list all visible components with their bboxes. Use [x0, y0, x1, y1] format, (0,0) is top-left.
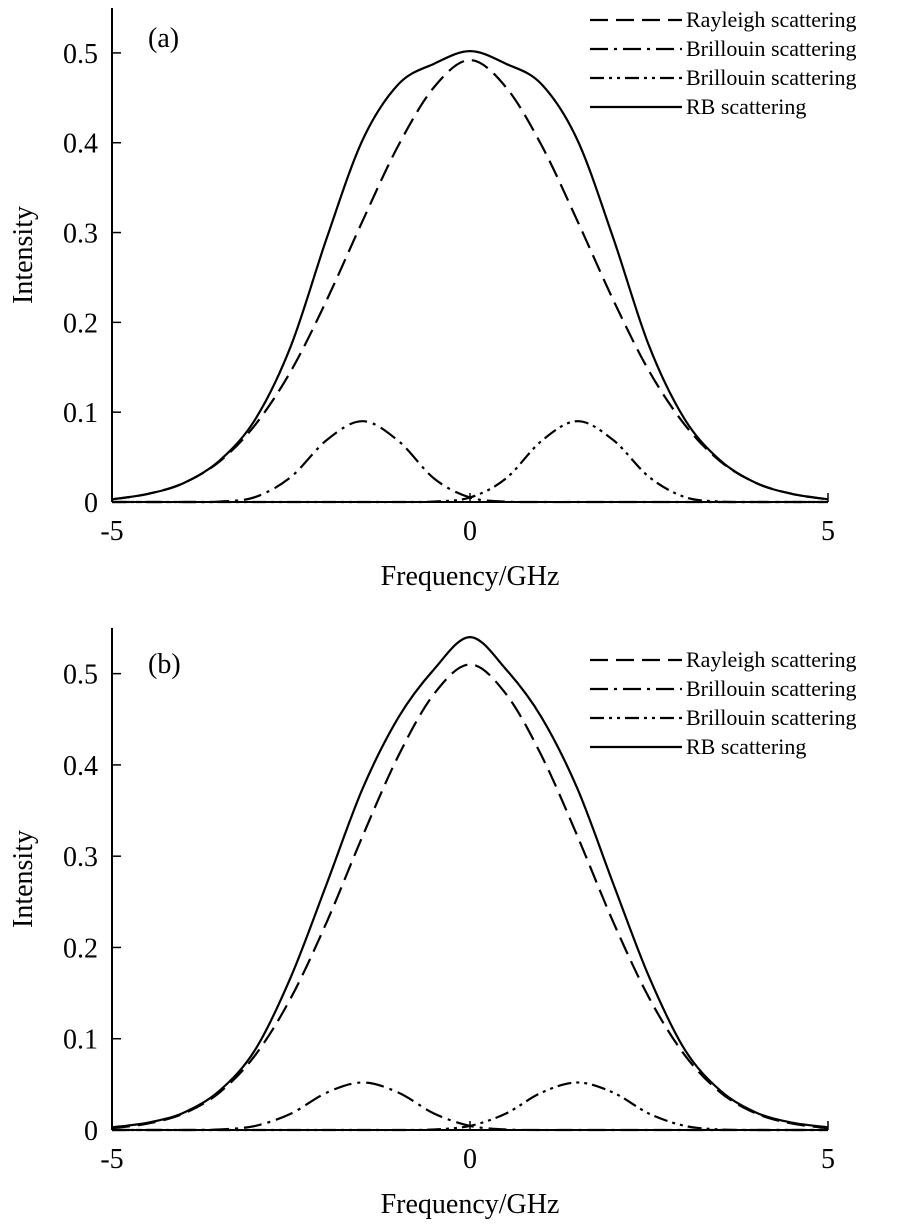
legend-label: RB scattering [686, 734, 806, 759]
x-tick-label: 0 [463, 516, 477, 547]
panel-label: (b) [148, 649, 181, 680]
y-tick-label: 0.3 [63, 219, 98, 250]
legend-label: RB scattering [686, 94, 806, 119]
legend-label: Brillouin scattering [686, 705, 856, 730]
x-tick-label: 5 [821, 1144, 835, 1175]
y-axis-title: Intensity [8, 206, 39, 304]
legend-label: Brillouin scattering [686, 676, 856, 701]
legend-label: Brillouin scattering [686, 36, 856, 61]
x-tick-label: -5 [100, 1144, 123, 1175]
series-line-0 [111, 59, 829, 501]
x-tick-label: -5 [100, 516, 123, 547]
legend-label: Rayleigh scattering [686, 7, 856, 32]
series-line-3 [111, 50, 829, 501]
y-tick-label: 0.5 [63, 39, 98, 70]
y-tick-label: 0 [84, 1116, 98, 1147]
y-tick-label: 0.5 [63, 660, 98, 691]
y-tick-label: 0.4 [63, 129, 98, 160]
x-tick-label: 5 [821, 516, 835, 547]
y-tick-label: 0.2 [63, 308, 98, 339]
y-axis-title: Intensity [8, 830, 39, 928]
y-tick-label: 0.2 [63, 933, 98, 964]
y-tick-label: 0.1 [63, 1025, 98, 1056]
chart-panel-b: 00.10.20.30.40.5-5 0 5Frequency/GHzIntensi… [8, 628, 856, 1220]
y-tick-label: 0.1 [63, 398, 98, 429]
y-tick-label: 0.4 [63, 751, 98, 782]
y-tick-label: 0.3 [63, 842, 98, 873]
y-tick-label: 0 [84, 488, 98, 519]
x-tick-label: 0 [463, 1144, 477, 1175]
series-line-0 [111, 663, 829, 1130]
x-axis-title: Frequency/GHz [381, 1189, 560, 1220]
series-line-2 [111, 1081, 828, 1132]
chart-panel-a: 00.10.20.30.40.5-5 0 5Frequency/GHzIntensi… [8, 7, 856, 592]
panel-label: (a) [148, 23, 179, 54]
legend-label: Brillouin scattering [686, 65, 856, 90]
series-line-3 [111, 636, 829, 1129]
series-line-2 [112, 420, 828, 504]
legend-label: Rayleigh scattering [686, 647, 856, 672]
x-axis-title: Frequency/GHz [381, 561, 560, 592]
